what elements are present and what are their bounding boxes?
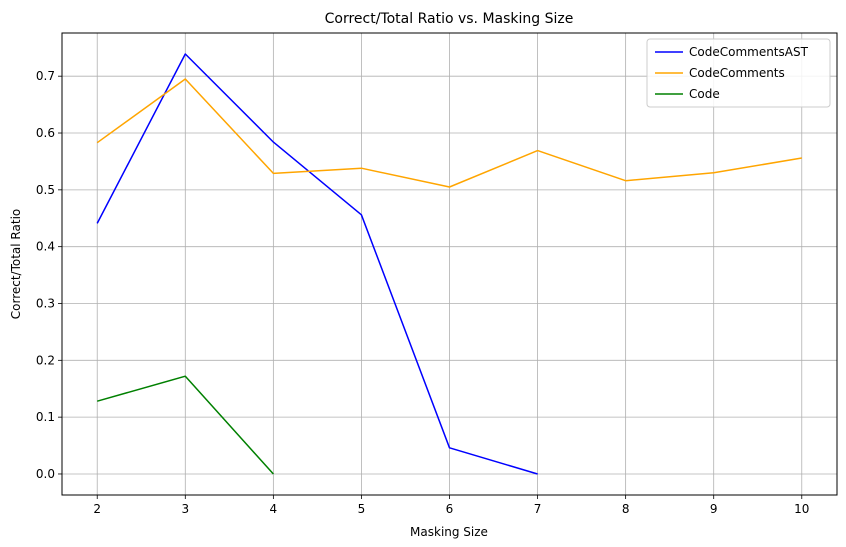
x-tick-label: 5 bbox=[358, 502, 366, 516]
y-axis-label: Correct/Total Ratio bbox=[9, 209, 23, 320]
legend-label-codecomments: CodeComments bbox=[689, 66, 785, 80]
chart-title: Correct/Total Ratio vs. Masking Size bbox=[325, 11, 574, 27]
series-line-codecomments bbox=[96, 78, 802, 188]
x-axis-ticks: 2 3 4 5 6 7 8 9 10 bbox=[93, 495, 809, 516]
y-tick-label: 0.2 bbox=[36, 353, 55, 367]
y-tick-label: 0.6 bbox=[36, 126, 55, 140]
series-line-code bbox=[96, 375, 274, 475]
x-tick-label: 2 bbox=[93, 502, 101, 516]
x-tick-label: 3 bbox=[181, 502, 189, 516]
x-tick-label: 9 bbox=[710, 502, 718, 516]
legend-box bbox=[646, 38, 831, 108]
x-tick-label: 6 bbox=[446, 502, 454, 516]
series-lines bbox=[96, 53, 802, 475]
y-tick-label: 0.1 bbox=[36, 410, 55, 424]
x-tick-label: 8 bbox=[622, 502, 630, 516]
grid bbox=[62, 33, 837, 495]
x-tick-label: 7 bbox=[534, 502, 542, 516]
x-tick-label: 10 bbox=[794, 502, 809, 516]
legend: CodeCommentsAST CodeComments Code bbox=[646, 38, 831, 108]
y-tick-label: 0.4 bbox=[36, 240, 55, 254]
series-line-codecommentsast bbox=[96, 53, 538, 475]
legend-label-codecommentsast: CodeCommentsAST bbox=[689, 45, 809, 59]
y-tick-label: 0.7 bbox=[36, 69, 55, 83]
legend-label-code: Code bbox=[689, 87, 720, 101]
y-axis-ticks: 0.0 0.1 0.2 0.3 0.4 0.5 0.6 0.7 bbox=[36, 69, 62, 481]
y-tick-label: 0.3 bbox=[36, 296, 55, 310]
y-tick-label: 0.0 bbox=[36, 467, 55, 481]
x-axis-label: Masking Size bbox=[410, 525, 488, 539]
y-tick-label: 0.5 bbox=[36, 183, 55, 197]
x-tick-label: 4 bbox=[270, 502, 278, 516]
